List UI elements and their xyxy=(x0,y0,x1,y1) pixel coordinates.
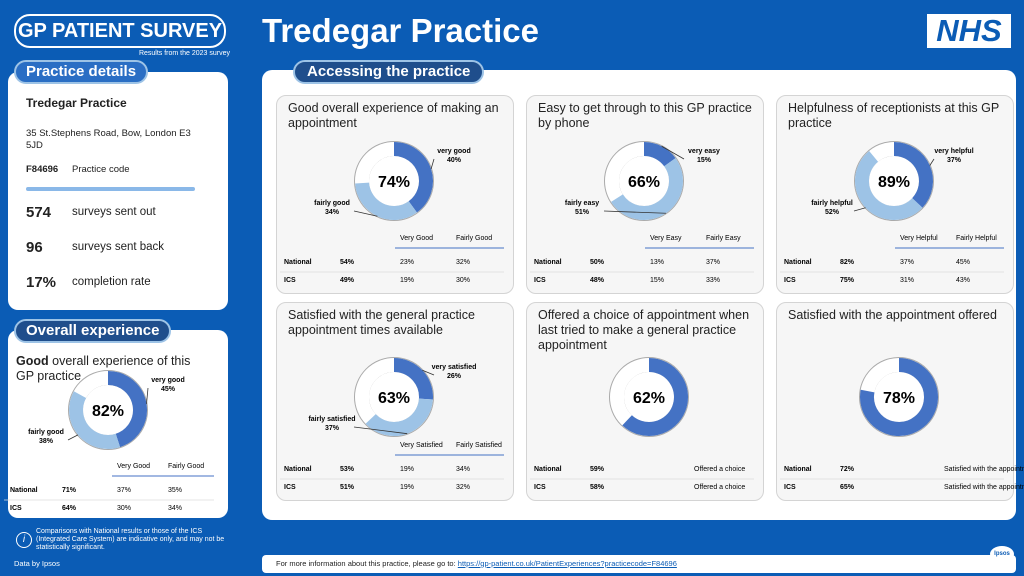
info-icon: i xyxy=(16,532,32,548)
practice-name: Tredegar Practice xyxy=(26,96,127,110)
description-bold: Good xyxy=(16,354,49,368)
card-title: Offered a choice of appointment when las… xyxy=(538,308,750,352)
ipsos-logo: Ipsos xyxy=(990,546,1014,562)
practice-code-label: Practice code xyxy=(72,164,130,175)
survey-subtitle: Results from the 2023 survey xyxy=(138,50,230,57)
data-by: Data by Ipsos xyxy=(14,559,60,568)
card-title: Satisfied with the appointment offered xyxy=(788,308,997,322)
divider xyxy=(26,187,195,191)
accessing-heading: Accessing the practice xyxy=(293,60,485,84)
description-text: overall experience of this GP practice xyxy=(16,354,191,383)
footer-note: Comparisons with National results or tho… xyxy=(36,528,225,551)
card-title: Easy to get through to this GP practice … xyxy=(538,101,752,130)
survey-logo: GP PATIENT SURVEY xyxy=(14,14,226,48)
overall-heading: Overall experience xyxy=(14,319,172,343)
stat-label: completion rate xyxy=(72,276,151,288)
card-title: Satisfied with the general practice appo… xyxy=(288,308,475,337)
stat-label: surveys sent out xyxy=(72,206,156,218)
practice-link[interactable]: https://gp-patient.co.uk/PatientExperien… xyxy=(457,559,677,568)
stat-value: 574 xyxy=(26,204,52,221)
card-title: Helpfulness of receptionists at this GP … xyxy=(788,101,999,130)
card xyxy=(776,302,1014,501)
stat-label: surveys sent back xyxy=(72,241,165,253)
nhs-logo: NHS xyxy=(927,14,1011,48)
practice-heading: Practice details xyxy=(14,60,149,84)
more-info: For more information about this practice… xyxy=(276,559,456,568)
overall-description: Good overall experience of this GP pract… xyxy=(16,354,206,384)
practice-code: F84696 xyxy=(26,164,59,175)
stat-value: 17% xyxy=(26,274,57,291)
practice-panel xyxy=(8,72,228,310)
page-title: Tredegar Practice xyxy=(262,12,539,49)
card-title: Good overall experience of making an app… xyxy=(288,101,499,130)
practice-address: 35 St.Stephens Road, Bow, London E3 5JD xyxy=(26,128,191,151)
stat-value: 96 xyxy=(26,239,43,256)
info-bar: For more information about this practice… xyxy=(262,555,1016,573)
